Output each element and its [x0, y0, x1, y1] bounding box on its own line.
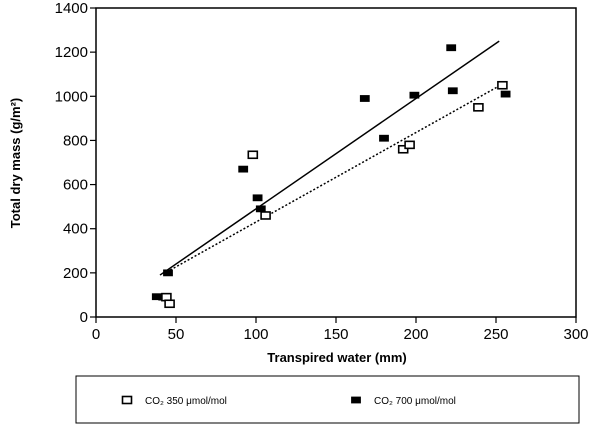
y-tick-label: 600: [63, 177, 88, 194]
x-tick-label: 150: [323, 326, 348, 343]
filled-square-point: [446, 44, 457, 52]
y-tick-label: 1000: [55, 88, 88, 105]
filled-square-point: [379, 134, 389, 142]
open-square-point: [497, 80, 508, 90]
open-square-point: [247, 150, 259, 160]
legend: CO₂ 350 μmol/mol CO₂ 700 μmol/mol: [75, 375, 580, 424]
open-square-point: [473, 103, 484, 112]
legend-label-1: CO₂ 350 μmol/mol: [145, 396, 227, 407]
fit-line-series-2: [159, 40, 500, 276]
y-tick-label: 200: [63, 265, 88, 282]
filled-square-point: [252, 194, 263, 202]
legend-marker-1: [121, 395, 133, 405]
filled-square-point: [409, 91, 420, 99]
legend-marker-2: [351, 396, 361, 404]
x-tick-label: 200: [403, 326, 428, 343]
filled-square-point: [163, 269, 173, 277]
filled-square-point: [447, 87, 458, 95]
open-square-point: [404, 140, 415, 150]
legend-box: [75, 375, 580, 424]
x-tick-label: 0: [92, 326, 100, 343]
x-tick-label: 300: [563, 326, 588, 343]
open-square-point: [260, 211, 271, 220]
x-tick-label: 50: [168, 326, 185, 343]
y-tick-label: 800: [63, 132, 88, 149]
open-square-point: [397, 144, 409, 154]
data-markers: [151, 44, 511, 309]
y-tick-label: 400: [63, 221, 88, 238]
legend-label-2: CO₂ 700 μmol/mol: [374, 396, 456, 407]
y-tick-label: 0: [80, 309, 88, 326]
y-tick-label: 1200: [55, 44, 88, 61]
x-tick-label: 250: [483, 326, 508, 343]
y-tick-label: 1400: [55, 0, 88, 17]
axis-ticks: 0 50 100 150 200 250 300 0 200 400 600 800 1000 1200 1…: [55, 0, 589, 343]
x-tick-label: 100: [243, 326, 268, 343]
fit-line-series-1: [162, 83, 503, 275]
filled-square-point: [238, 165, 249, 173]
filled-square-point: [255, 205, 266, 213]
y-axis-title: Total dry mass (g/m²): [8, 98, 23, 229]
open-square-point: [164, 299, 175, 309]
filled-square-point: [359, 95, 370, 102]
fit-lines: [159, 40, 503, 276]
filled-square-point: [500, 90, 511, 98]
x-axis-title: Transpired water (mm): [267, 350, 406, 365]
